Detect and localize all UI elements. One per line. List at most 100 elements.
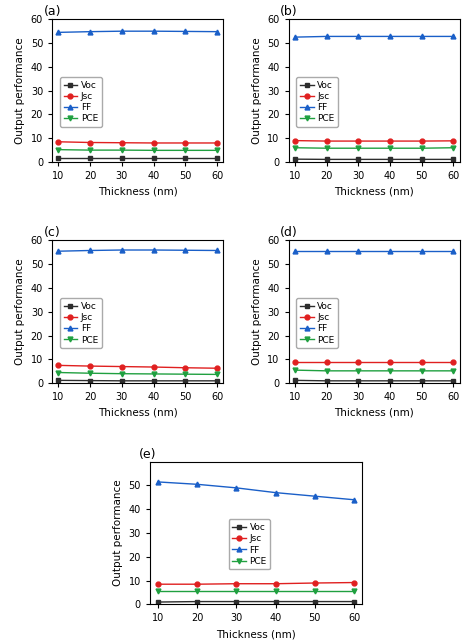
PCE	[214, 147, 220, 154]
PCE	[87, 146, 93, 154]
X-axis label: Thickness (nm): Thickness (nm)	[98, 408, 178, 418]
PCE	[451, 144, 456, 152]
FF	[292, 248, 298, 255]
PCE	[55, 368, 61, 376]
Line: PCE: PCE	[292, 368, 456, 374]
Jsc	[214, 365, 220, 372]
X-axis label: Thickness (nm): Thickness (nm)	[334, 408, 414, 418]
Jsc	[387, 137, 393, 145]
PCE	[387, 144, 393, 152]
Voc	[87, 377, 93, 385]
FF	[55, 248, 61, 255]
FF	[451, 248, 456, 255]
Line: Jsc: Jsc	[292, 138, 456, 143]
Voc	[324, 377, 329, 385]
Voc	[151, 377, 156, 385]
FF	[312, 493, 318, 500]
Jsc	[182, 364, 188, 372]
PCE	[356, 144, 361, 152]
Y-axis label: Output performance: Output performance	[15, 258, 25, 365]
Voc	[356, 377, 361, 385]
Jsc	[387, 358, 393, 366]
Voc	[214, 154, 220, 162]
PCE	[214, 370, 220, 378]
FF	[194, 480, 200, 488]
PCE	[292, 367, 298, 374]
PCE	[356, 367, 361, 375]
PCE	[182, 147, 188, 154]
PCE	[55, 146, 61, 154]
Legend: Voc, Jsc, FF, PCE: Voc, Jsc, FF, PCE	[60, 298, 102, 349]
FF	[387, 248, 393, 255]
Line: Voc: Voc	[292, 378, 456, 383]
Line: Voc: Voc	[56, 378, 219, 383]
Voc	[194, 598, 200, 606]
Jsc	[119, 139, 125, 147]
PCE	[351, 588, 357, 595]
Voc	[55, 377, 61, 385]
Voc	[419, 377, 425, 385]
Jsc	[451, 137, 456, 145]
PCE	[234, 588, 239, 595]
PCE	[292, 144, 298, 152]
Voc	[324, 156, 329, 163]
Jsc	[419, 137, 425, 145]
Voc	[356, 156, 361, 163]
Voc	[387, 156, 393, 163]
Jsc	[292, 358, 298, 366]
Text: (d): (d)	[280, 226, 298, 239]
Y-axis label: Output performance: Output performance	[252, 37, 262, 144]
PCE	[151, 370, 156, 378]
FF	[419, 248, 425, 255]
Line: Jsc: Jsc	[56, 363, 219, 370]
Line: Voc: Voc	[292, 157, 456, 162]
Jsc	[151, 139, 156, 147]
PCE	[151, 147, 156, 154]
PCE	[419, 367, 425, 375]
FF	[182, 28, 188, 35]
Voc	[151, 154, 156, 162]
Jsc	[273, 580, 278, 588]
Jsc	[194, 581, 200, 588]
Jsc	[155, 581, 161, 588]
PCE	[87, 369, 93, 377]
Jsc	[55, 361, 61, 369]
Jsc	[351, 579, 357, 586]
Line: FF: FF	[292, 34, 456, 40]
Line: PCE: PCE	[155, 589, 356, 593]
Voc	[119, 154, 125, 162]
X-axis label: Thickness (nm): Thickness (nm)	[216, 629, 296, 639]
FF	[351, 496, 357, 503]
Voc	[312, 598, 318, 606]
FF	[155, 478, 161, 485]
PCE	[451, 367, 456, 375]
Jsc	[87, 362, 93, 370]
Line: FF: FF	[292, 249, 456, 253]
Voc	[292, 377, 298, 385]
Jsc	[182, 139, 188, 147]
FF	[214, 247, 220, 255]
Line: PCE: PCE	[292, 145, 456, 150]
PCE	[194, 588, 200, 595]
Line: Voc: Voc	[155, 599, 356, 604]
PCE	[119, 146, 125, 154]
Line: Jsc: Jsc	[292, 359, 456, 364]
Voc	[214, 377, 220, 385]
Voc	[234, 598, 239, 606]
PCE	[324, 144, 329, 152]
Jsc	[324, 358, 329, 366]
X-axis label: Thickness (nm): Thickness (nm)	[98, 186, 178, 197]
Y-axis label: Output performance: Output performance	[15, 37, 25, 144]
Line: Voc: Voc	[56, 156, 219, 161]
Line: FF: FF	[56, 29, 219, 35]
PCE	[119, 370, 125, 377]
Voc	[87, 154, 93, 162]
Y-axis label: Output performance: Output performance	[113, 480, 123, 586]
Line: FF: FF	[155, 480, 356, 502]
Legend: Voc, Jsc, FF, PCE: Voc, Jsc, FF, PCE	[296, 298, 338, 349]
FF	[119, 246, 125, 254]
Voc	[387, 377, 393, 385]
FF	[419, 33, 425, 41]
PCE	[155, 588, 161, 595]
Voc	[273, 598, 278, 606]
